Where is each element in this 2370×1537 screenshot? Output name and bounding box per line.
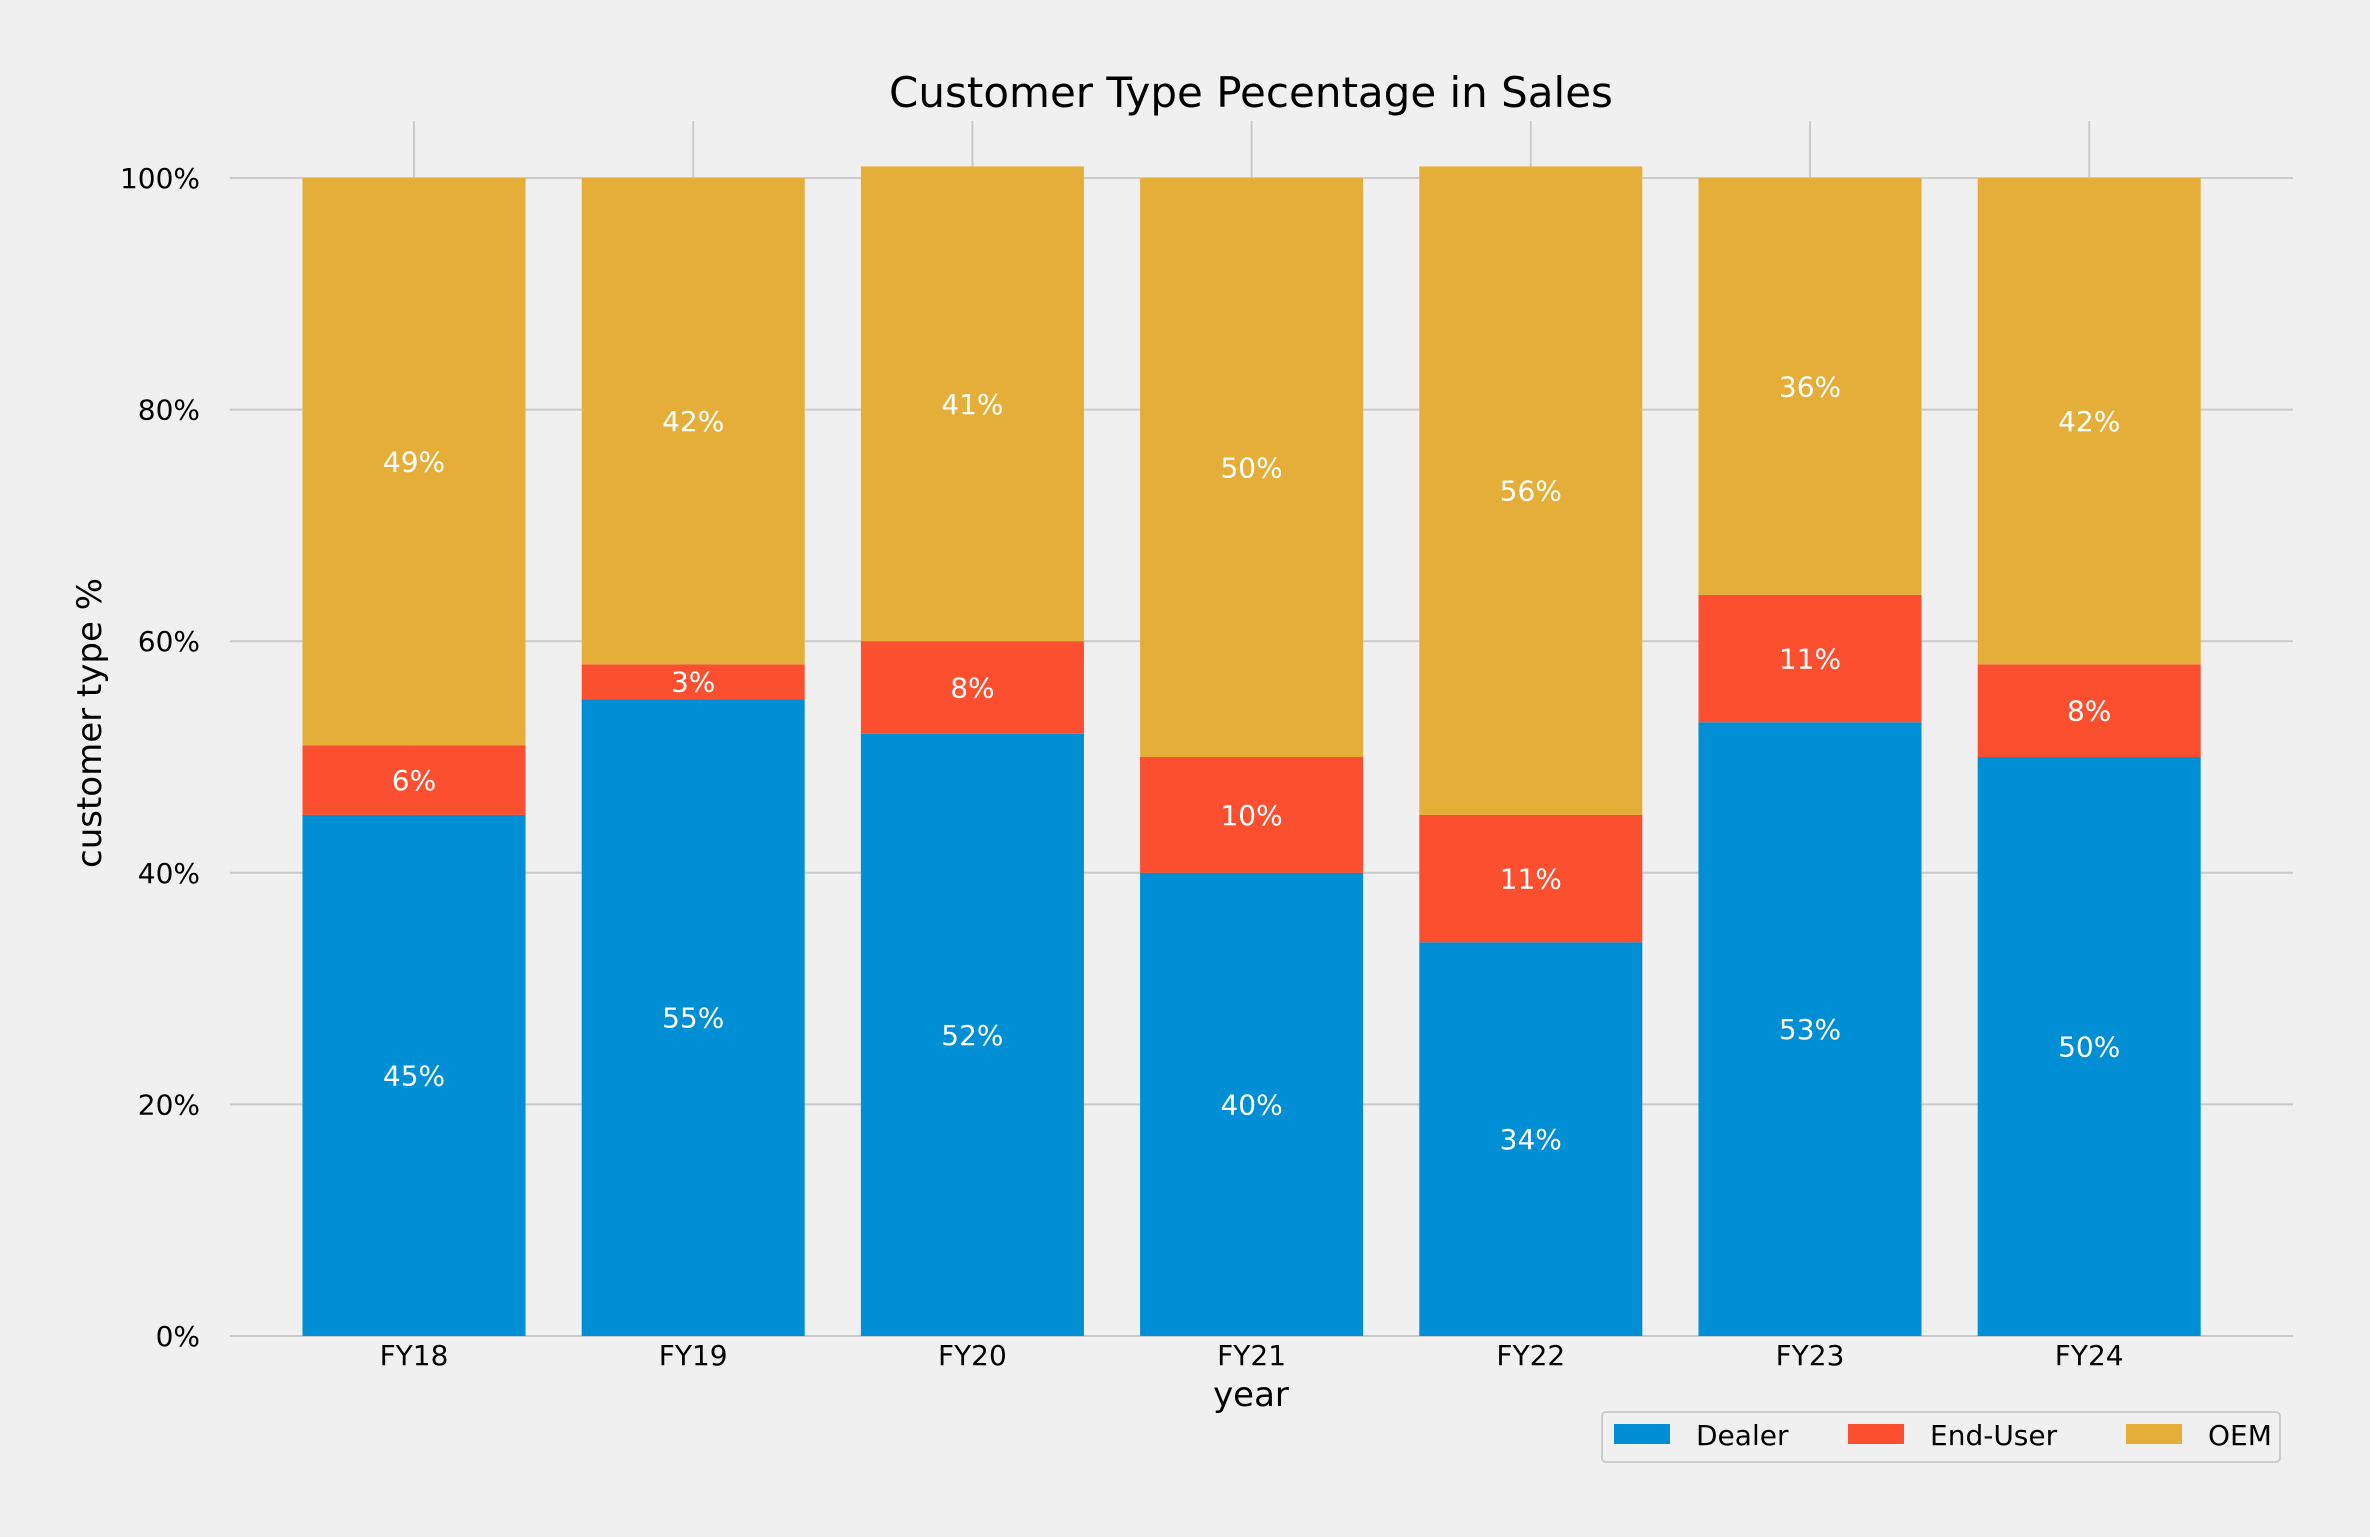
data-label: 6%	[392, 764, 436, 797]
data-label: 56%	[1500, 475, 1562, 508]
y-tick-label: 100%	[120, 162, 200, 195]
bar-end-user-fy20	[860, 641, 1084, 734]
bar-dealer-fy23	[1698, 722, 1922, 1336]
legend-label: Dealer	[1696, 1419, 1789, 1452]
y-tick-label: 80%	[138, 394, 200, 427]
data-label: 8%	[950, 672, 994, 705]
x-tick-label: FY18	[380, 1339, 449, 1372]
data-label: 34%	[1500, 1123, 1562, 1156]
bar-end-user-fy24	[1977, 664, 2201, 757]
bar-end-user-fy21	[1140, 757, 1364, 873]
y-tick-label: 40%	[138, 857, 200, 890]
bar-end-user-fy18	[302, 745, 526, 815]
x-tick-label: FY23	[1776, 1339, 1845, 1372]
bars	[302, 166, 2201, 1336]
legend-swatch	[2126, 1424, 2182, 1444]
data-label: 55%	[662, 1002, 724, 1035]
data-label: 50%	[2058, 1031, 2120, 1064]
y-tick-label: 0%	[156, 1320, 200, 1353]
bar-end-user-fy19	[581, 664, 805, 700]
x-tick-label: FY24	[2055, 1339, 2124, 1372]
bar-dealer-fy18	[302, 814, 526, 1336]
bar-oem-fy20	[860, 166, 1084, 642]
y-axis-label: customer type %	[70, 578, 110, 868]
x-tick-label: FY22	[1496, 1339, 1565, 1372]
data-label: 11%	[1500, 863, 1562, 896]
bar-dealer-fy21	[1140, 872, 1364, 1336]
bar-oem-fy21	[1140, 178, 1364, 757]
data-label: 42%	[662, 405, 724, 438]
data-label: 36%	[1779, 370, 1841, 403]
legend: Dealer End-User OEM	[1601, 1411, 2281, 1463]
y-tick-label: 60%	[138, 625, 200, 658]
bar-oem-fy19	[581, 178, 805, 665]
bar-oem-fy23	[1698, 178, 1922, 595]
x-tick-label: FY21	[1217, 1339, 1286, 1372]
data-label: 41%	[941, 388, 1003, 421]
legend-label: OEM	[2208, 1419, 2272, 1452]
bar-dealer-fy20	[860, 733, 1084, 1336]
bar-dealer-fy22	[1419, 942, 1643, 1336]
data-label: 3%	[671, 666, 715, 699]
data-label: 45%	[383, 1059, 445, 1092]
data-label: 49%	[383, 446, 445, 479]
bar-dealer-fy19	[581, 699, 805, 1336]
legend-swatch	[1614, 1424, 1670, 1444]
bar-end-user-fy23	[1698, 594, 1922, 723]
bar-oem-fy24	[1977, 178, 2201, 665]
chart-title: Customer Type Pecentage in Sales	[889, 68, 1613, 117]
y-tick-label: 20%	[138, 1088, 200, 1121]
data-label: 40%	[1220, 1088, 1282, 1121]
x-tick-label: FY20	[938, 1339, 1007, 1372]
x-tick-label: FY19	[659, 1339, 728, 1372]
data-label: 11%	[1779, 643, 1841, 676]
ticks: 0% 20% 40% 60% 80% 100% FY18 FY19 FY20 FY21 FY22 FY…	[120, 162, 2124, 1372]
data-label: 10%	[1220, 799, 1282, 832]
bar-end-user-fy22	[1419, 814, 1643, 943]
legend-box	[1601, 1411, 2281, 1463]
legend-label: End-User	[1930, 1419, 2058, 1452]
bar-labels: 45% 55% 52% 40% 34% 53% 50% 6% 3% 8% 10% 11% 11% 8% 49…	[383, 370, 2120, 1156]
bar-oem-fy22	[1419, 166, 1643, 815]
data-label: 52%	[941, 1019, 1003, 1052]
bar-dealer-fy24	[1977, 757, 2201, 1336]
data-label: 50%	[1220, 452, 1282, 485]
legend-swatch	[1848, 1424, 1904, 1444]
data-label: 8%	[2067, 695, 2111, 728]
x-axis-label: year	[1213, 1375, 1289, 1415]
bar-oem-fy18	[302, 178, 526, 746]
data-label: 42%	[2058, 405, 2120, 438]
data-label: 53%	[1779, 1013, 1841, 1046]
